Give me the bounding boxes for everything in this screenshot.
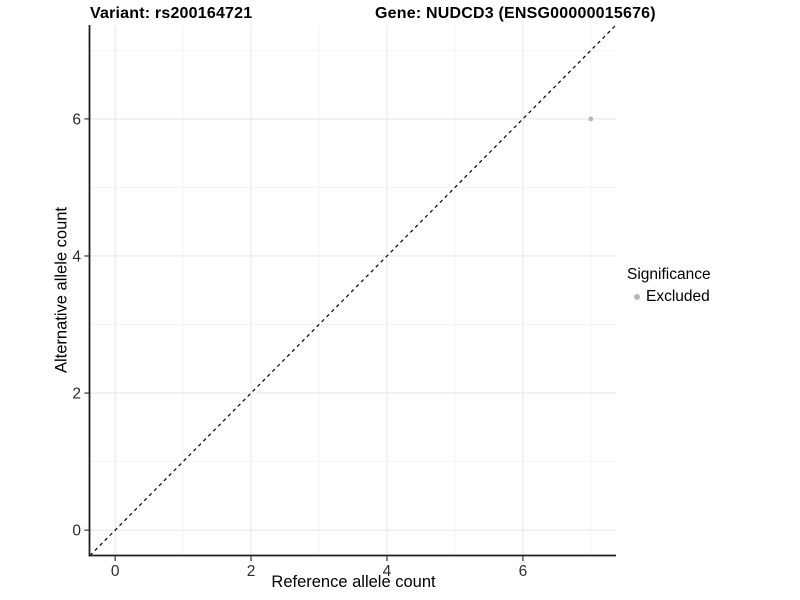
plot-title-gene: Gene: NUDCD3 (ENSG00000015676) (375, 5, 656, 22)
x-tick-label: 2 (247, 563, 256, 580)
x-tick-label: 6 (519, 563, 528, 580)
y-tick-label: 4 (72, 248, 81, 265)
plot-title-variant: Variant: rs200164721 (90, 5, 253, 22)
y-tick-label: 6 (72, 111, 81, 128)
legend: Significance Excluded (627, 265, 711, 306)
legend-point-icon (634, 294, 640, 300)
data-point (588, 116, 594, 122)
x-tick-label: 0 (111, 563, 120, 580)
identity-dashed-line (89, 24, 617, 556)
legend-item: Excluded (627, 288, 711, 306)
x-tick-label: 4 (383, 563, 392, 580)
y-tick-label: 2 (72, 386, 81, 403)
y-tick-label: 0 (72, 523, 81, 540)
y-axis-title: Alternative allele count (52, 206, 71, 374)
x-axis-title: Reference allele count (271, 573, 436, 591)
legend-item-label: Excluded (646, 288, 710, 305)
legend-title: Significance (627, 266, 711, 283)
